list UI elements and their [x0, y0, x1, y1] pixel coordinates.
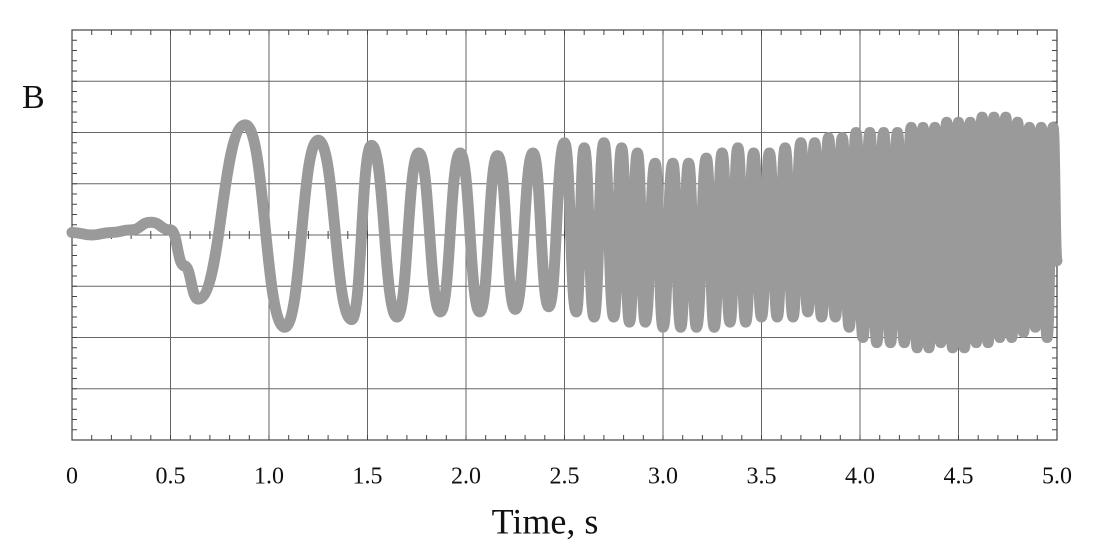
x-tick-label: 4.0 [845, 464, 875, 490]
x-tick-label: 0.5 [156, 464, 186, 490]
x-tick-label: 2.5 [550, 464, 580, 490]
x-tick-label: 0 [66, 464, 78, 490]
x-tick-label: 5.0 [1042, 464, 1072, 490]
x-tick-label: 4.5 [944, 464, 974, 490]
x-tick-label: 2.0 [451, 464, 481, 490]
x-tick-label: 3.5 [747, 464, 777, 490]
x-axis-label: Time, s [492, 501, 599, 541]
waveform [66, 111, 1063, 354]
x-tick-label: 1.5 [353, 464, 383, 490]
x-tick-label: 1.0 [254, 464, 284, 490]
panel-label: B [22, 79, 45, 116]
x-tick-label: 3.0 [648, 464, 678, 490]
